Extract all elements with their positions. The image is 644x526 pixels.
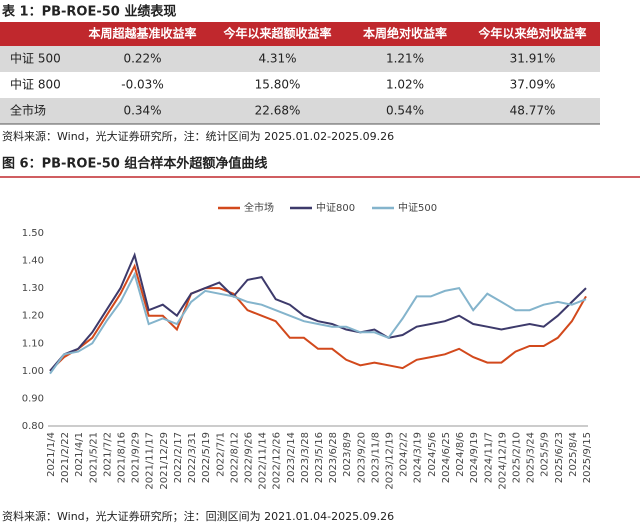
table-cell: 中证 800 [10, 77, 61, 92]
x-tick-label: 2021/9/29 [131, 432, 142, 483]
x-tick-label: 2024/8/6 [455, 432, 466, 477]
table-cell: 48.77% [510, 104, 556, 118]
chart-note: 资料来源：Wind，光大证券研究所；注：回测区间为 2021.01.04-202… [2, 509, 394, 523]
table-title: 表 1：PB-ROE-50 业绩表现 [1, 4, 176, 20]
y-tick-label: 0.80 [22, 421, 44, 432]
x-tick-label: 2023/11/8 [370, 432, 381, 483]
x-tick-label: 2023/6/28 [328, 432, 339, 483]
legend-label: 中证800 [316, 201, 355, 214]
x-tick-label: 2022/11/14 [258, 432, 269, 490]
x-tick-label: 2022/3/31 [187, 432, 198, 483]
legend-label: 中证500 [398, 201, 437, 214]
x-tick-label: 2023/8/9 [342, 432, 353, 477]
table-cell: 22.68% [255, 104, 301, 118]
table-cell: 37.09% [510, 78, 556, 92]
x-tick-label: 2021/11/17 [145, 432, 156, 490]
x-tick-label: 2023/2/14 [286, 432, 297, 483]
table-row-bg [0, 72, 600, 98]
table-header-cell: 本周绝对收益率 [363, 26, 447, 41]
y-tick-label: 1.50 [22, 228, 44, 239]
x-tick-label: 2024/9/19 [469, 432, 480, 483]
table-row-bg [0, 46, 600, 72]
table-cell: 0.54% [386, 104, 424, 118]
table-cell: 0.34% [123, 104, 161, 118]
table-cell: 4.31% [258, 52, 296, 66]
table-cell: 全市场 [10, 103, 46, 118]
table-cell: 中证 500 [10, 51, 61, 66]
x-tick-label: 2025/5/9 [540, 432, 551, 477]
x-tick-label: 2023/3/28 [300, 432, 311, 483]
x-tick-label: 2022/9/26 [243, 432, 254, 483]
series-line [49, 271, 587, 375]
table-cell: 0.22% [123, 52, 161, 66]
x-tick-label: 2024/6/25 [441, 432, 452, 483]
x-tick-label: 2023/12/19 [385, 432, 396, 490]
table-header-cell: 本周超越基准收益率 [88, 26, 196, 41]
x-tick-label: 2022/7/1 [215, 432, 226, 477]
table-cell: 1.02% [386, 78, 424, 92]
table-cell: -0.03% [121, 78, 163, 92]
x-tick-label: 2021/2/22 [60, 432, 71, 483]
x-tick-label: 2021/1/4 [46, 432, 57, 477]
x-tick-label: 2023/9/20 [356, 432, 367, 483]
table-header-bg [0, 22, 600, 46]
x-tick-label: 2024/5/6 [427, 432, 438, 477]
x-tick-label: 2024/2/2 [399, 432, 410, 477]
x-tick-label: 2021/5/21 [88, 432, 99, 483]
table-cell: 1.21% [386, 52, 424, 66]
x-tick-label: 2022/2/17 [173, 432, 184, 483]
x-tick-label: 2025/3/24 [526, 432, 537, 483]
x-tick-label: 2021/7/2 [102, 432, 113, 477]
x-tick-label: 2022/8/12 [229, 432, 240, 483]
y-tick-label: 1.00 [22, 366, 44, 377]
x-tick-label: 2025/6/23 [554, 432, 565, 483]
y-tick-label: 1.40 [22, 256, 44, 267]
x-tick-label: 2021/8/16 [117, 432, 128, 483]
x-tick-label: 2025/8/4 [568, 432, 579, 477]
legend-label: 全市场 [244, 201, 274, 214]
x-tick-label: 2024/11/7 [483, 432, 494, 483]
x-tick-label: 2021/12/29 [159, 432, 170, 490]
series-line [49, 263, 587, 372]
table-header-cell: 今年以来绝对收益率 [477, 26, 586, 41]
x-tick-label: 2021/4/1 [74, 432, 85, 477]
table-cell: 31.91% [510, 52, 556, 66]
table-cell: 15.80% [255, 78, 301, 92]
x-tick-label: 2022/5/19 [201, 432, 212, 483]
x-tick-label: 2025/9/15 [582, 432, 593, 483]
series-line [49, 251, 587, 372]
x-tick-label: 2024/3/19 [413, 432, 424, 483]
y-tick-label: 0.90 [22, 393, 44, 404]
x-tick-label: 2024/12/19 [497, 432, 508, 490]
y-tick-label: 1.10 [22, 338, 44, 349]
table-note: 资料来源：Wind，光大证券研究所，注：统计区间为 2025.01.02-202… [2, 129, 394, 143]
x-tick-label: 2022/12/26 [272, 432, 283, 490]
table-row-bg [0, 98, 600, 124]
table-header-cell: 今年以来超额收益率 [222, 26, 331, 41]
y-tick-label: 1.30 [22, 283, 44, 294]
y-tick-label: 1.20 [22, 311, 44, 322]
chart-title: 图 6：PB-ROE-50 组合样本外超额净值曲线 [2, 156, 267, 172]
x-tick-label: 2023/5/16 [314, 432, 325, 483]
x-tick-label: 2025/2/10 [511, 432, 522, 483]
